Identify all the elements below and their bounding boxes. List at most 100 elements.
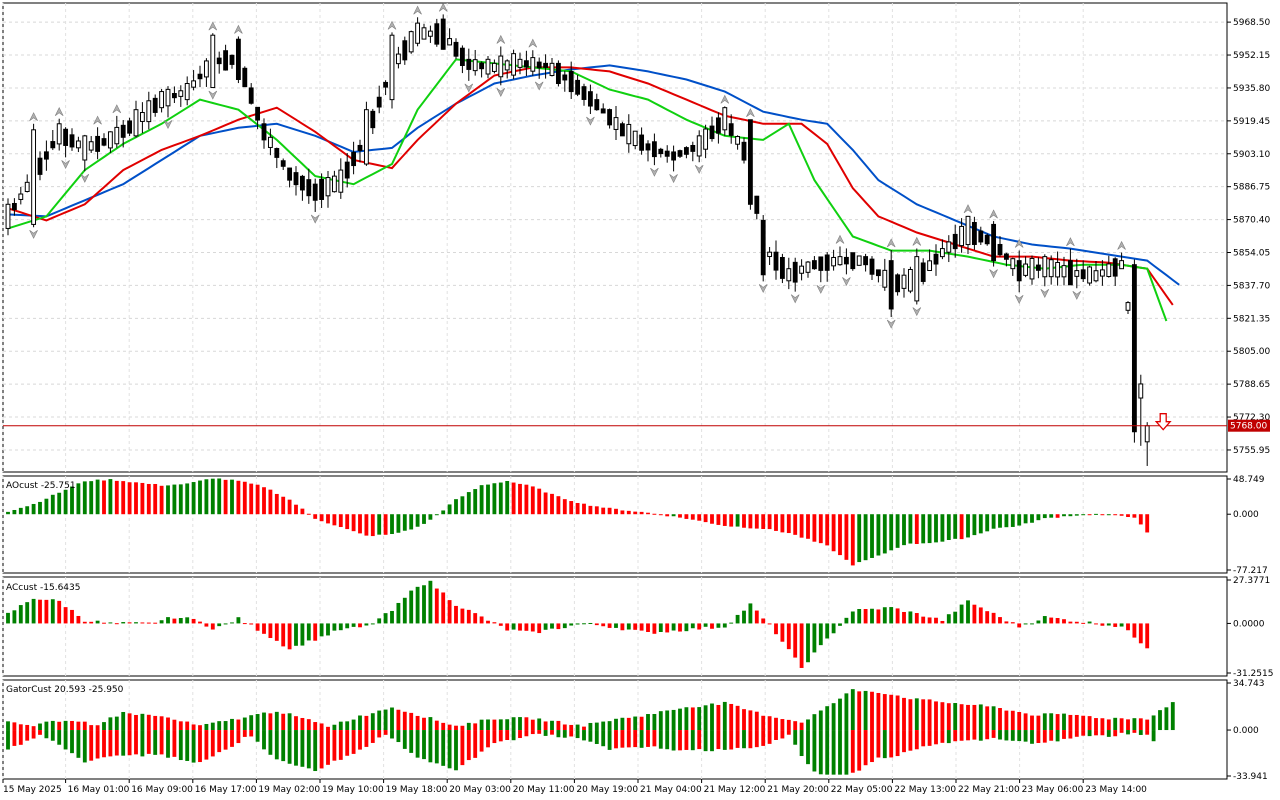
indicator-bar bbox=[1068, 621, 1073, 624]
indicator-bar bbox=[966, 514, 970, 538]
price-tick-label: 5788.65 bbox=[1233, 380, 1270, 390]
candle-body-bear bbox=[562, 74, 568, 81]
indicator-bar bbox=[6, 511, 10, 515]
indicator-bar bbox=[972, 514, 977, 536]
gator-lower-bar bbox=[121, 730, 126, 756]
gator-upper-bar bbox=[402, 711, 407, 731]
candle-body-bear bbox=[357, 144, 363, 151]
gator-upper-bar bbox=[518, 717, 522, 731]
gator-upper-bar bbox=[364, 715, 369, 731]
indicator-bar bbox=[89, 621, 94, 624]
gator-upper-bar bbox=[524, 717, 529, 731]
indicator-bar bbox=[575, 623, 580, 625]
candle bbox=[184, 76, 190, 106]
candle-body-bull bbox=[184, 83, 190, 101]
fractal-down-icon bbox=[669, 174, 678, 184]
gator-lower-bar bbox=[1151, 730, 1156, 742]
candle bbox=[248, 83, 254, 105]
gator-lower-bar bbox=[6, 730, 10, 750]
indicator-bar bbox=[6, 612, 10, 624]
gator-upper-bar bbox=[1074, 714, 1079, 731]
gator-upper-bar bbox=[89, 725, 94, 731]
gator-upper-bar bbox=[1119, 718, 1124, 731]
gator-lower-bar bbox=[588, 730, 593, 742]
candle-body-bear bbox=[43, 151, 49, 160]
candle bbox=[927, 249, 933, 272]
gator-upper-bar bbox=[1151, 715, 1156, 731]
gator-lower-bar bbox=[409, 730, 414, 753]
gator-lower-bar bbox=[716, 730, 721, 750]
fractal-down-icon bbox=[61, 160, 70, 170]
indicator-bar bbox=[998, 617, 1002, 624]
fractal-down-icon bbox=[29, 230, 38, 239]
candle bbox=[37, 151, 43, 181]
candle bbox=[31, 123, 37, 228]
gator-lower-bar bbox=[959, 730, 964, 741]
candle-body-bull bbox=[939, 248, 945, 258]
fractal-down-icon bbox=[208, 90, 218, 100]
gator-lower-bar bbox=[326, 730, 330, 765]
candle-body-bull bbox=[421, 27, 427, 40]
candle bbox=[837, 246, 843, 266]
gator-lower-bar bbox=[614, 730, 618, 749]
candle bbox=[581, 83, 587, 106]
candle-body-bear bbox=[895, 274, 901, 293]
gator-upper-bar bbox=[31, 726, 36, 731]
indicator-bar bbox=[748, 603, 753, 624]
candle-body-bull bbox=[491, 62, 497, 72]
candle bbox=[978, 226, 984, 245]
indicator-bar bbox=[652, 623, 657, 634]
gator-lower-bar bbox=[358, 730, 362, 750]
price-tick-label: 5805.00 bbox=[1233, 347, 1270, 357]
candle bbox=[709, 116, 715, 142]
indicator-bar bbox=[505, 623, 510, 631]
candle bbox=[1099, 260, 1105, 286]
gator-lower-bar bbox=[876, 730, 881, 758]
candle-body-bull bbox=[517, 58, 523, 68]
candle bbox=[95, 127, 101, 160]
time-tick-label: 22 May 05:00 bbox=[831, 785, 893, 795]
gator-lower-bar bbox=[946, 730, 951, 744]
candle bbox=[255, 106, 261, 130]
gator-lower-bar bbox=[1113, 730, 1118, 737]
gator-upper-bar bbox=[134, 714, 138, 731]
gator-upper-bar bbox=[326, 726, 330, 731]
gator-lower-bar bbox=[985, 730, 990, 740]
candle-body-bull bbox=[735, 136, 741, 145]
price-tick-label: 5968.50 bbox=[1233, 18, 1270, 28]
indicator-bar bbox=[575, 502, 580, 515]
gator-upper-bar bbox=[1049, 713, 1054, 731]
gator-lower-bar bbox=[511, 730, 516, 741]
gator-upper-bar bbox=[1138, 718, 1143, 731]
gator-upper-bar bbox=[460, 725, 465, 731]
gator-lower-bar bbox=[1074, 730, 1079, 737]
indicator-bar bbox=[82, 621, 87, 624]
price-tick-label: 5755.95 bbox=[1233, 446, 1270, 456]
candle bbox=[101, 133, 107, 147]
gator-upper-bar bbox=[870, 691, 874, 731]
gator-upper-bar bbox=[652, 713, 657, 731]
indicator-bar bbox=[889, 607, 894, 624]
gator-lower-bar bbox=[185, 730, 190, 761]
gator-lower-bar bbox=[370, 730, 375, 743]
indicator-bar bbox=[569, 623, 574, 626]
indicator-bar bbox=[518, 483, 522, 515]
gator-lower-bar bbox=[1132, 730, 1137, 733]
candle bbox=[651, 133, 657, 166]
candle bbox=[325, 170, 331, 208]
candle bbox=[632, 130, 638, 150]
gator-upper-bar bbox=[780, 719, 785, 731]
candle-body-bear bbox=[383, 81, 389, 88]
gator-upper-bar bbox=[946, 703, 951, 731]
indicator-bar bbox=[1081, 514, 1086, 516]
price-tick-label: 5821.35 bbox=[1233, 314, 1270, 324]
indicator-bar bbox=[217, 478, 222, 515]
indicator-bar bbox=[146, 483, 151, 515]
gator-lower-bar bbox=[895, 730, 900, 757]
candle bbox=[1067, 248, 1073, 286]
gator-lower-bar bbox=[761, 730, 766, 746]
candle bbox=[843, 248, 849, 275]
candle bbox=[971, 216, 977, 250]
indicator-bar bbox=[1138, 514, 1143, 525]
gator-lower-bar bbox=[1049, 730, 1054, 741]
